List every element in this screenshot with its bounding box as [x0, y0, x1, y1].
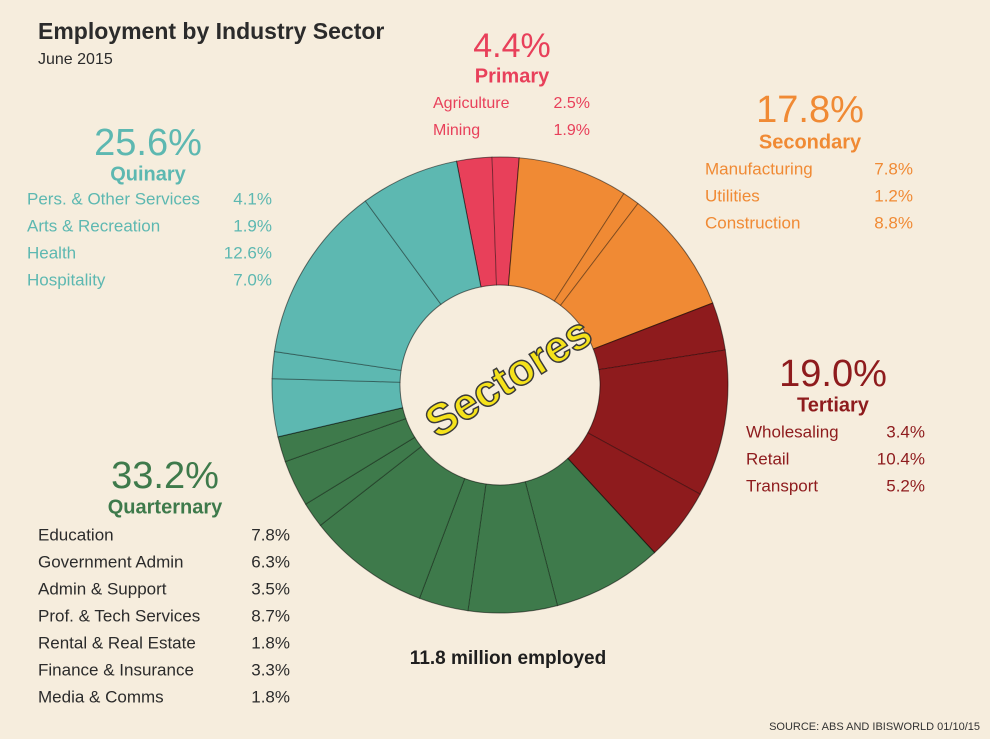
legend-label: Arts & Recreation	[27, 216, 160, 235]
value-label: 4.1%	[233, 189, 272, 208]
value-label: 1.8%	[251, 633, 290, 652]
donut-segment	[587, 349, 729, 495]
sector-name: Secondary	[759, 131, 862, 153]
legend-label: Utilities	[705, 186, 760, 205]
sector-name: Quinary	[110, 163, 186, 185]
legend-label: Prof. & Tech Services	[38, 606, 200, 625]
value-label: 8.8%	[874, 213, 913, 232]
donut-segment	[491, 156, 520, 286]
donut-segment	[507, 157, 625, 302]
sector-total: 19.0%	[779, 353, 887, 395]
sector-total: 25.6%	[94, 122, 202, 164]
legend-label: Agriculture	[433, 95, 510, 112]
sector-name: Tertiary	[797, 394, 870, 416]
legend-label: Transport	[746, 476, 818, 495]
legend-label: Government Admin	[38, 552, 184, 571]
legend-label: Education	[38, 525, 114, 544]
value-label: 1.9%	[233, 216, 272, 235]
value-label: 8.7%	[251, 606, 290, 625]
value-label: 12.6%	[224, 243, 272, 262]
source: SOURCE: ABS AND IBISWORLD 01/10/15	[769, 721, 980, 733]
value-label: 5.2%	[886, 476, 925, 495]
sector-outline	[277, 407, 656, 614]
value-label: 1.8%	[251, 687, 290, 706]
donut-segment	[284, 417, 416, 505]
donut-segment	[592, 302, 726, 371]
sector-outline	[567, 302, 729, 554]
legend-label: Hospitality	[27, 270, 106, 289]
donut-segment	[271, 350, 402, 383]
chart-title: Employment by Industry Sector	[38, 18, 384, 44]
legend-label: Pers. & Other Services	[27, 189, 200, 208]
donut-segment	[304, 436, 422, 527]
legend-label: Admin & Support	[38, 579, 167, 598]
legend-label: Rental & Real Estate	[38, 633, 196, 652]
donut-segment	[271, 378, 404, 438]
donut-segment	[559, 202, 714, 350]
value-label: 7.8%	[874, 159, 913, 178]
donut-segment	[364, 160, 482, 306]
value-label: 3.3%	[251, 660, 290, 679]
legend-label: Construction	[705, 213, 800, 232]
value-label: 6.3%	[251, 552, 290, 571]
value-label: 1.9%	[554, 122, 590, 139]
value-label: 7.0%	[233, 270, 272, 289]
donut-segment	[524, 457, 656, 607]
donut-segment	[319, 445, 466, 599]
legend-label: Manufacturing	[705, 159, 813, 178]
legend-label: Media & Comms	[38, 687, 164, 706]
legend-label: Retail	[746, 449, 789, 468]
sector-outline	[507, 157, 714, 350]
sector-total: 4.4%	[473, 27, 551, 65]
sector-name: Quarternary	[108, 496, 223, 518]
sector-name: Primary	[475, 65, 550, 87]
legend-label: Health	[27, 243, 76, 262]
legend-label: Wholesaling	[746, 422, 839, 441]
legend-label: Finance & Insurance	[38, 660, 194, 679]
center-note: 11.8 million employed	[410, 648, 606, 669]
sector-outline	[271, 160, 482, 438]
value-label: 7.8%	[251, 525, 290, 544]
legend-label: Mining	[433, 122, 480, 139]
value-label: 10.4%	[877, 449, 925, 468]
donut-segment	[273, 200, 442, 371]
value-label: 3.5%	[251, 579, 290, 598]
chart-subtitle: June 2015	[38, 51, 113, 68]
value-label: 2.5%	[554, 95, 590, 112]
donut-segment	[467, 481, 559, 614]
value-label: 3.4%	[886, 422, 925, 441]
donut-segment	[455, 156, 498, 288]
sector-total: 33.2%	[111, 455, 219, 497]
donut-segment	[567, 432, 701, 554]
sector-total: 17.8%	[756, 89, 864, 131]
value-label: 1.2%	[874, 186, 913, 205]
